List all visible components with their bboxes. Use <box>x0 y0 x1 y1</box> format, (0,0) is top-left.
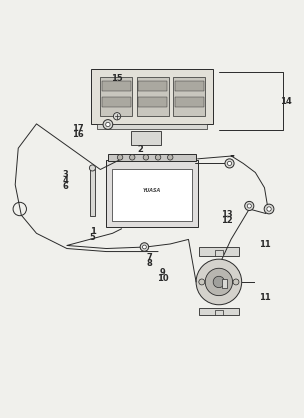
Circle shape <box>196 259 242 305</box>
Circle shape <box>140 243 149 251</box>
Text: 10: 10 <box>157 274 168 283</box>
Bar <box>138 82 168 91</box>
Bar <box>199 247 239 256</box>
Circle shape <box>168 155 173 160</box>
Text: 6: 6 <box>62 182 68 191</box>
Circle shape <box>267 207 271 211</box>
Circle shape <box>213 276 225 288</box>
Text: 11: 11 <box>259 293 270 302</box>
Text: 17: 17 <box>72 124 83 133</box>
Bar <box>131 132 161 145</box>
Bar <box>138 97 168 107</box>
Circle shape <box>130 155 135 160</box>
Circle shape <box>106 122 110 127</box>
Text: 4: 4 <box>62 176 68 185</box>
Text: 15: 15 <box>111 74 123 83</box>
Text: YUASA: YUASA <box>143 188 161 193</box>
Bar <box>100 77 132 116</box>
Text: 8: 8 <box>146 259 152 268</box>
Bar <box>112 169 192 221</box>
Text: 16: 16 <box>72 130 83 139</box>
Bar <box>222 279 227 288</box>
Circle shape <box>155 155 161 160</box>
Text: 2: 2 <box>137 145 143 154</box>
Bar <box>97 124 207 129</box>
Text: 5: 5 <box>90 233 96 242</box>
Circle shape <box>199 279 205 285</box>
FancyBboxPatch shape <box>91 69 213 124</box>
Text: 3: 3 <box>63 170 68 178</box>
Text: 12: 12 <box>221 216 232 225</box>
Text: 11: 11 <box>259 240 270 249</box>
Circle shape <box>245 201 254 211</box>
Text: 14: 14 <box>280 97 292 107</box>
Circle shape <box>205 268 233 296</box>
Bar <box>174 77 206 116</box>
Bar <box>175 97 204 107</box>
Bar <box>102 82 131 91</box>
Text: 7: 7 <box>146 253 152 262</box>
Circle shape <box>113 112 121 120</box>
Bar <box>102 97 131 107</box>
Text: 9: 9 <box>160 268 165 277</box>
Circle shape <box>225 159 234 168</box>
Circle shape <box>233 279 239 285</box>
Bar <box>108 154 196 161</box>
Text: 1: 1 <box>90 227 96 236</box>
Circle shape <box>264 204 274 214</box>
Circle shape <box>117 155 123 160</box>
Text: 13: 13 <box>221 210 232 219</box>
Circle shape <box>103 120 113 129</box>
Bar <box>106 161 198 227</box>
Bar <box>90 169 95 216</box>
Circle shape <box>143 245 146 249</box>
Circle shape <box>143 155 149 160</box>
Bar <box>215 310 223 316</box>
Bar <box>199 308 239 316</box>
Bar <box>215 250 223 255</box>
Circle shape <box>247 204 251 208</box>
Bar <box>175 82 204 91</box>
Circle shape <box>227 161 232 166</box>
Circle shape <box>89 165 95 171</box>
Bar <box>137 77 169 116</box>
